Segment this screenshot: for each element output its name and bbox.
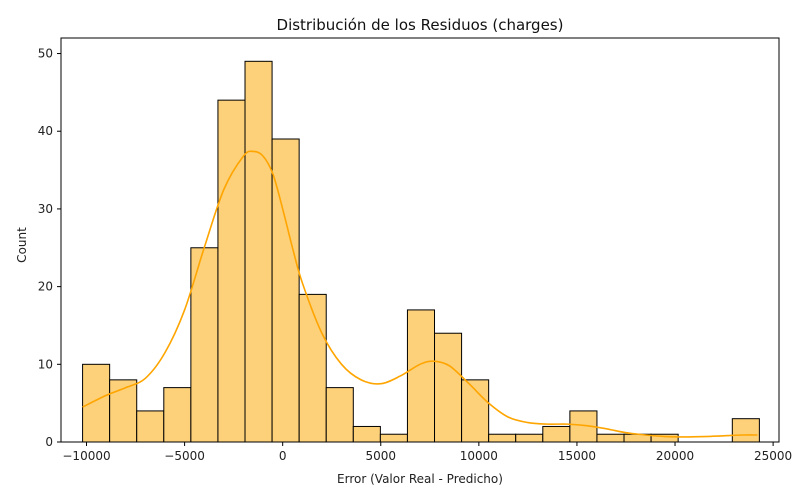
histogram-bar — [190, 247, 219, 443]
histogram-bar — [217, 99, 246, 443]
x-tick-label: 0 — [279, 449, 287, 463]
histogram-bar — [82, 363, 111, 443]
x-tick-label: 15000 — [558, 449, 596, 463]
histogram-bar — [244, 60, 273, 443]
y-tick-label: 40 — [38, 124, 53, 138]
plot-area: −10000 −5000 0 5000 10000 15000 20000 25000 0 10 2… — [38, 37, 792, 463]
histogram-bar — [731, 418, 760, 443]
histogram-bar — [406, 309, 436, 443]
histogram-bar — [109, 379, 138, 443]
histogram-bar — [379, 433, 408, 443]
histogram-bar — [461, 379, 490, 443]
histogram-bar — [163, 387, 192, 443]
histogram-bar — [596, 433, 625, 443]
kde-line — [82, 150, 758, 438]
histogram-bar — [434, 332, 463, 443]
histogram-bar — [542, 425, 571, 443]
x-tick-label: −5000 — [164, 449, 205, 463]
histogram-bar — [515, 433, 544, 443]
y-tick-label: 10 — [38, 357, 53, 371]
x-axis-label: Error (Valor Real - Predicho) — [337, 472, 503, 486]
x-tick-label: 5000 — [365, 449, 396, 463]
histogram-bar — [325, 387, 354, 443]
x-tick-label: 25000 — [754, 449, 792, 463]
histogram-bar — [488, 433, 517, 443]
y-tick-label: 20 — [38, 280, 53, 294]
chart-title: Distribución de los Residuos (charges) — [277, 16, 564, 34]
y-tick-label: 0 — [45, 435, 53, 449]
histogram-bar — [298, 293, 327, 443]
x-tick-label: −10000 — [62, 449, 110, 463]
histogram-bar — [136, 410, 165, 443]
histogram-bar — [271, 138, 300, 443]
y-tick-label: 30 — [38, 202, 53, 216]
plot-frame — [60, 37, 780, 443]
histogram-bar — [352, 425, 381, 443]
x-tick-label: 20000 — [656, 449, 694, 463]
x-tick-label: 10000 — [460, 449, 498, 463]
y-axis-label: Count — [15, 227, 29, 263]
y-tick-label: 50 — [38, 47, 53, 61]
